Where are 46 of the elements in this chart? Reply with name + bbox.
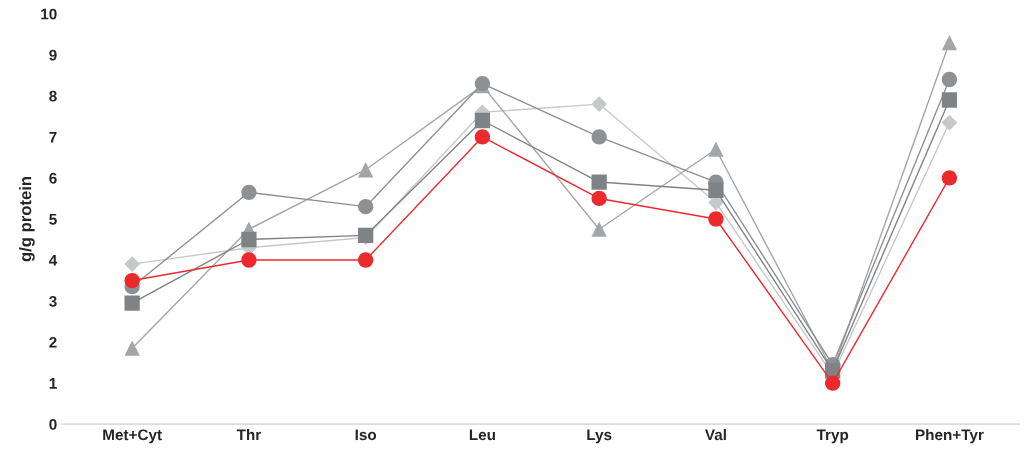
point (358, 199, 374, 215)
y-tick-label: 3 (49, 295, 57, 307)
y-axis-title: g/g protein (19, 176, 35, 262)
y-tick-label: 5 (49, 214, 57, 225)
point (825, 375, 841, 391)
point (241, 252, 257, 268)
point (941, 71, 958, 88)
point (941, 92, 958, 108)
point (241, 231, 257, 248)
y-tick-label: 7 (49, 131, 57, 143)
point (591, 174, 607, 190)
point (358, 162, 374, 178)
y-tick-label: 0 (49, 418, 57, 430)
point (358, 252, 374, 268)
x-tick-label: Val (704, 428, 726, 441)
point (941, 170, 958, 186)
point (591, 96, 608, 112)
x-tick-label: Leu (469, 429, 495, 441)
x-tick-label: Lys (587, 429, 612, 444)
point (124, 340, 140, 356)
y-tick-label: 8 (49, 90, 57, 102)
point (474, 112, 491, 129)
point (941, 114, 958, 131)
y-tick-label: 9 (49, 49, 57, 61)
point (591, 221, 607, 237)
y-tick-label: 6 (49, 172, 57, 184)
y-tick-label: 2 (49, 336, 57, 348)
x-tick-label: Phen+Tyr (915, 428, 984, 444)
x-tick-label: Tryp (816, 429, 849, 444)
y-tick-label: 10 (41, 8, 57, 20)
y-tick-label: 1 (49, 378, 57, 389)
point (124, 295, 140, 311)
point (474, 129, 491, 145)
point (941, 34, 958, 51)
point (708, 211, 724, 227)
point (708, 141, 724, 157)
point (708, 182, 724, 198)
y-tick-label: 4 (48, 255, 58, 266)
point (591, 129, 607, 145)
point (124, 272, 140, 289)
x-tick-label: Met+Cyt (103, 429, 162, 444)
point (591, 190, 607, 207)
x-tick-label: Iso (355, 429, 377, 441)
point (124, 256, 141, 272)
x-tick-label: Thr (236, 428, 261, 441)
point (241, 184, 257, 200)
